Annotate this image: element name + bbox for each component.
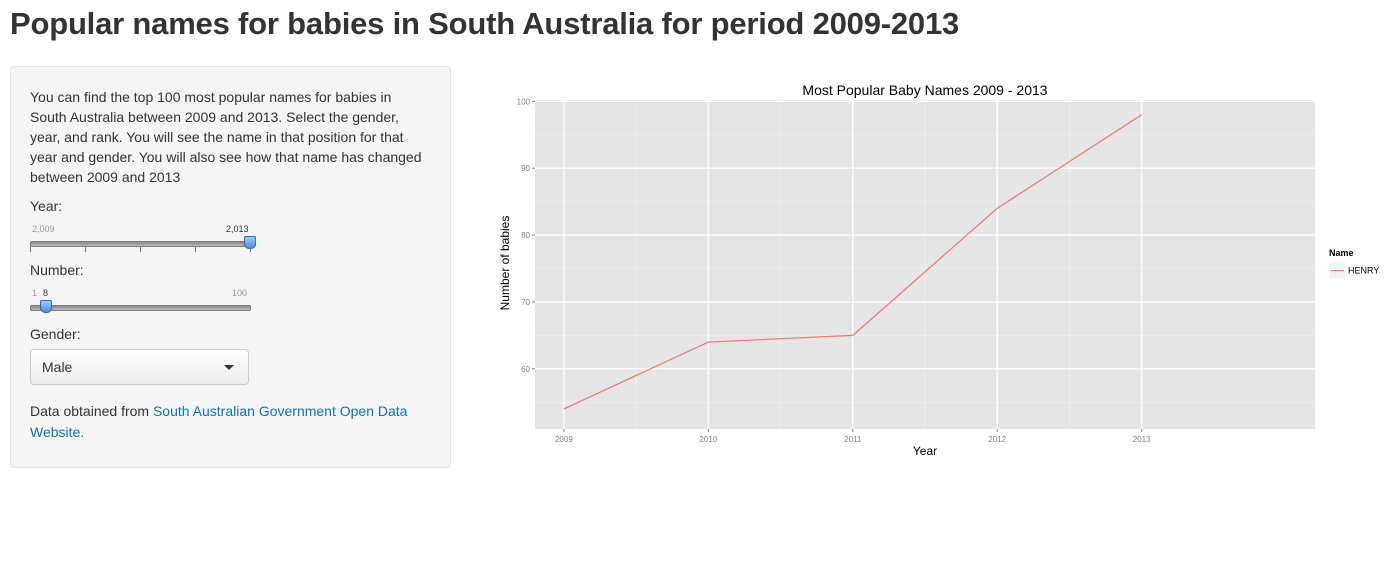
- legend: Name HENRY: [1328, 248, 1379, 280]
- sidebar-panel: You can find the top 100 most popular na…: [10, 66, 451, 468]
- year-slider-min: 2,009: [32, 224, 55, 234]
- gender-select-value: Male: [42, 359, 73, 375]
- series-line-henry: [563, 114, 1142, 410]
- number-slider-max: 100: [232, 288, 248, 298]
- x-tick-label: 2013: [1133, 435, 1151, 444]
- data-credits: Data obtained from South Australian Gove…: [30, 401, 430, 443]
- y-tick-label: 60: [521, 365, 530, 374]
- number-slider[interactable]: 1 8 100: [30, 288, 252, 324]
- legend-title: Name: [1329, 248, 1354, 258]
- number-slider-track[interactable]: [30, 305, 251, 311]
- slider-tick: [195, 247, 196, 252]
- legend-label: HENRY: [1348, 266, 1379, 276]
- open-data-link[interactable]: South Australian Government Open Data We…: [30, 403, 408, 440]
- page-title: Popular names for babies in South Austra…: [10, 6, 960, 41]
- intro-text: You can find the top 100 most popular na…: [30, 89, 422, 185]
- y-tick-label: 100: [517, 97, 531, 106]
- year-slider-handle[interactable]: [244, 236, 256, 249]
- y-tick-label: 80: [521, 231, 530, 240]
- chevron-down-icon: [224, 365, 234, 370]
- number-slider-handle[interactable]: [40, 300, 52, 313]
- number-label: Number:: [30, 262, 84, 278]
- gender-label: Gender:: [30, 326, 81, 342]
- x-tick-label: 2009: [555, 435, 573, 444]
- x-tick-label: 2010: [699, 435, 717, 444]
- y-tick-label: 90: [521, 164, 530, 173]
- slider-tick: [85, 247, 86, 252]
- slider-tick: [140, 247, 141, 252]
- number-slider-value: 8: [43, 288, 49, 298]
- y-axis-title: Number of babies: [498, 216, 512, 311]
- slider-tick: [250, 247, 251, 252]
- slider-tick: [30, 247, 31, 252]
- year-slider[interactable]: 2,009 2,013: [30, 224, 256, 260]
- year-label: Year:: [30, 198, 63, 214]
- x-tick-label: 2012: [988, 435, 1006, 444]
- chart-title: Most Popular Baby Names 2009 - 2013: [802, 82, 1047, 98]
- popular-names-chart: Most Popular Baby Names 2009 - 2013 2009…: [498, 82, 1379, 458]
- x-axis-title: Year: [913, 444, 937, 458]
- y-tick-label: 70: [521, 298, 530, 307]
- number-slider-min: 1: [32, 288, 38, 298]
- x-tick-label: 2011: [844, 435, 862, 444]
- gender-select[interactable]: Male: [30, 349, 249, 385]
- credits-prefix: Data obtained from: [30, 403, 153, 419]
- year-slider-value: 2,013: [226, 224, 249, 234]
